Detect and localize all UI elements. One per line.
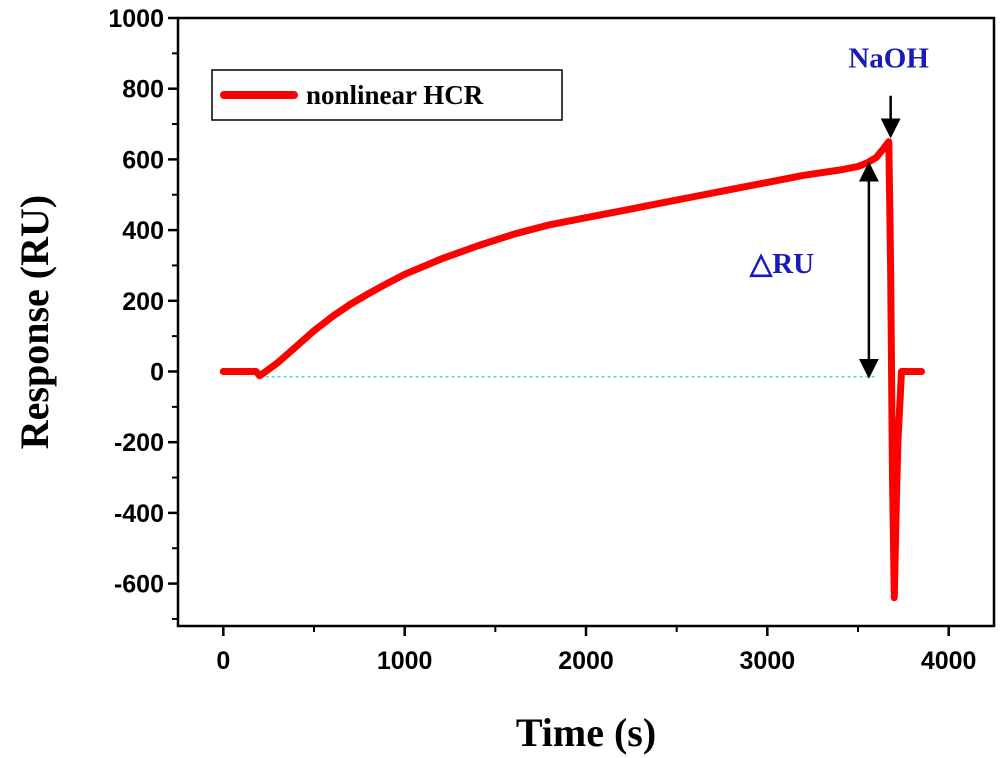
y-tick-label: 400: [122, 217, 164, 245]
y-axis-ticks: -600 -400 -200 0 200 400 600 800 1000: [108, 5, 178, 620]
x-axis-ticks: 0 1000 2000 3000 4000: [216, 626, 976, 675]
annotation-layer: NaOH △RU: [749, 42, 929, 379]
y-axis-title: Response (RU): [12, 195, 57, 449]
delta-ru-label: △RU: [749, 248, 814, 280]
y-tick-label: -200: [114, 429, 164, 457]
y-tick-label: 800: [122, 76, 164, 104]
x-tick-label: 0: [216, 647, 230, 675]
y-tick-label: 0: [150, 358, 164, 386]
x-axis-title: Time (s): [516, 710, 656, 755]
legend-label: nonlinear HCR: [306, 80, 484, 110]
x-tick-label: 1000: [377, 647, 433, 675]
y-tick-label: 600: [122, 146, 164, 174]
y-tick-label: 1000: [108, 5, 164, 33]
series-layer: [219, 138, 925, 602]
x-tick-label: 4000: [921, 647, 977, 675]
x-tick-label: 3000: [740, 647, 796, 675]
legend: nonlinear HCR: [211, 69, 563, 121]
x-tick-label: 2000: [558, 647, 614, 675]
y-tick-label: 200: [122, 288, 164, 316]
y-tick-label: -600: [114, 571, 164, 599]
y-tick-label: -400: [114, 500, 164, 528]
series-line-nonlinear-hcr: [219, 138, 925, 602]
naoh-label: NaOH: [848, 42, 929, 74]
